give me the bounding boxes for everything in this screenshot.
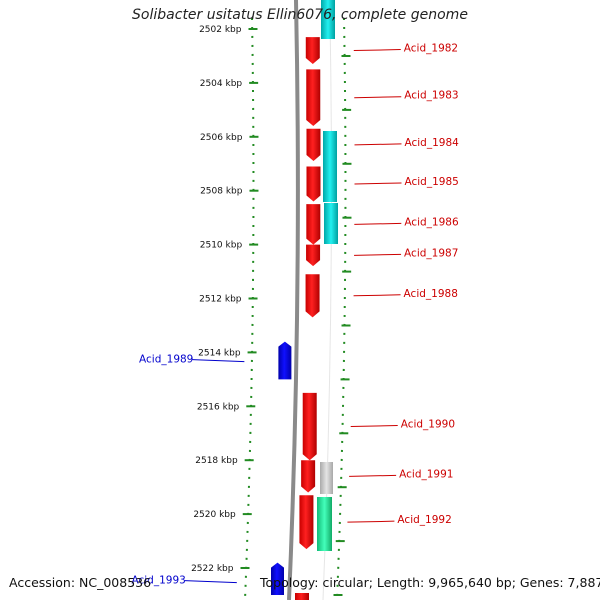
- gene-acid-1989[interactable]: Acid_1989: [139, 341, 292, 380]
- forward-cds-arrow[interactable]: [305, 37, 320, 65]
- inner-dotted-ring: [244, 17, 255, 600]
- forward-cds-arrow[interactable]: [306, 204, 321, 245]
- label-leader: [354, 222, 402, 225]
- outer-dotted-ring: [336, 17, 347, 600]
- gene-acid-1987[interactable]: Acid_1987: [306, 244, 458, 267]
- forward-cds-arrow[interactable]: [301, 460, 316, 493]
- label-leader: [184, 580, 237, 584]
- ticks-layer: 2502 kbp 2504 kbp 2506 kbp 2508 kbp 2510 kbp…: [191, 25, 352, 596]
- forward-cds-arrow[interactable]: [305, 274, 320, 318]
- features-layer: [295, 0, 338, 600]
- cyan-feature: [323, 131, 337, 202]
- tick-label: 2518 kbp: [195, 456, 238, 466]
- gene-label[interactable]: Acid_1985: [404, 176, 458, 188]
- forward-cds-arrow[interactable]: [306, 69, 321, 127]
- gene-label[interactable]: Acid_1989: [139, 354, 193, 366]
- gene-label[interactable]: Acid_1991: [399, 468, 453, 480]
- cyan-feature: [321, 0, 335, 39]
- tick-label: 2506 kbp: [200, 133, 243, 143]
- gene-acid-1993[interactable]: Acid_1993: [131, 562, 285, 595]
- gene-label[interactable]: Acid_1993: [131, 575, 185, 587]
- label-leader: [354, 143, 402, 146]
- forward-cds: [295, 593, 309, 600]
- green-feature: [317, 497, 332, 551]
- genome-backbone: [287, 0, 300, 600]
- gene-label[interactable]: Acid_1992: [397, 514, 451, 526]
- gene-acid-1983[interactable]: Acid_1983: [306, 69, 459, 127]
- forward-cds-arrow[interactable]: [299, 495, 314, 550]
- forward-cds-arrow[interactable]: [302, 392, 317, 461]
- label-leader: [353, 294, 401, 297]
- grey-feature: [320, 462, 333, 494]
- gene-acid-1988[interactable]: Acid_1988: [305, 274, 458, 318]
- label-leader: [353, 49, 401, 52]
- forward-cds-arrow[interactable]: [306, 166, 321, 202]
- gene-acid-1984[interactable]: Acid_1984: [306, 128, 459, 162]
- gene-label[interactable]: Acid_1986: [404, 216, 459, 228]
- gene-acid-1982[interactable]: Acid_1982: [305, 37, 458, 65]
- label-leader: [354, 182, 402, 185]
- label-leader: [347, 520, 395, 523]
- gene-label[interactable]: Acid_1984: [404, 137, 459, 149]
- gene-acid-1990[interactable]: Acid_1990: [302, 392, 455, 461]
- reverse-cds-arrow[interactable]: [271, 562, 285, 595]
- gene-label[interactable]: Acid_1987: [404, 247, 458, 259]
- gene-acid-1985[interactable]: Acid_1985: [306, 166, 459, 202]
- reverse-cds-arrow[interactable]: [278, 341, 292, 380]
- gene-acid-1991[interactable]: Acid_1991: [301, 460, 453, 493]
- label-leader: [354, 96, 402, 99]
- gene-label[interactable]: Acid_1988: [404, 288, 458, 300]
- tick-label: 2504 kbp: [200, 79, 243, 89]
- tick-label: 2516 kbp: [197, 402, 240, 412]
- topology-text: Topology: circular; Length: 9,965,640 bp…: [260, 575, 600, 590]
- accession-text: Accession: NC_008536: [9, 575, 152, 590]
- tick-label: 2512 kbp: [199, 295, 242, 305]
- tick-label: 2510 kbp: [200, 241, 243, 251]
- gene-acid-1992[interactable]: Acid_1992: [299, 495, 452, 550]
- tick-label: 2508 kbp: [200, 187, 243, 197]
- forward-cds-arrow[interactable]: [306, 244, 321, 267]
- tick-label: 2502 kbp: [199, 25, 242, 35]
- gene-label[interactable]: Acid_1983: [404, 90, 458, 102]
- tick-label: 2522 kbp: [191, 564, 234, 574]
- tick-label: 2514 kbp: [198, 348, 241, 358]
- label-leader: [349, 474, 397, 477]
- cyan-feature: [324, 203, 338, 244]
- genes-layer: Acid_1982 Acid_1983 Acid_1984 Acid_1985 Acid…: [131, 37, 459, 595]
- label-leader: [350, 425, 398, 428]
- label-leader: [354, 253, 402, 256]
- map-title: Solibacter usitatus Ellin6076, complete …: [132, 7, 468, 23]
- gene-label[interactable]: Acid_1982: [404, 43, 458, 55]
- gene-label[interactable]: Acid_1990: [401, 419, 455, 431]
- forward-cds-arrow[interactable]: [306, 128, 321, 162]
- tick-label: 2520 kbp: [193, 510, 236, 520]
- gene-acid-1986[interactable]: Acid_1986: [306, 204, 459, 245]
- label-leader: [192, 359, 245, 363]
